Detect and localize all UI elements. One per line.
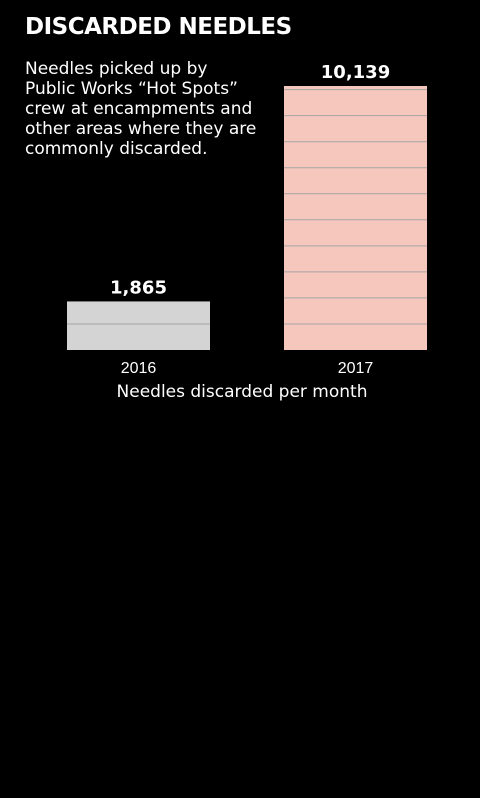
chart-title: DISCARDED NEEDLES	[25, 14, 292, 40]
value-label-2016: 1,865	[110, 277, 167, 298]
x-tick-label-2016: 2016	[121, 360, 157, 377]
value-label-2017: 10,139	[321, 62, 390, 83]
x-tick-label-2017: 2017	[338, 360, 374, 377]
x-axis-label: Needles discarded per month	[116, 382, 368, 402]
chart-subtitle: Needles picked up by Public Works “Hot S…	[25, 59, 257, 159]
bar-2016	[67, 301, 210, 350]
bar-2017	[284, 86, 427, 350]
